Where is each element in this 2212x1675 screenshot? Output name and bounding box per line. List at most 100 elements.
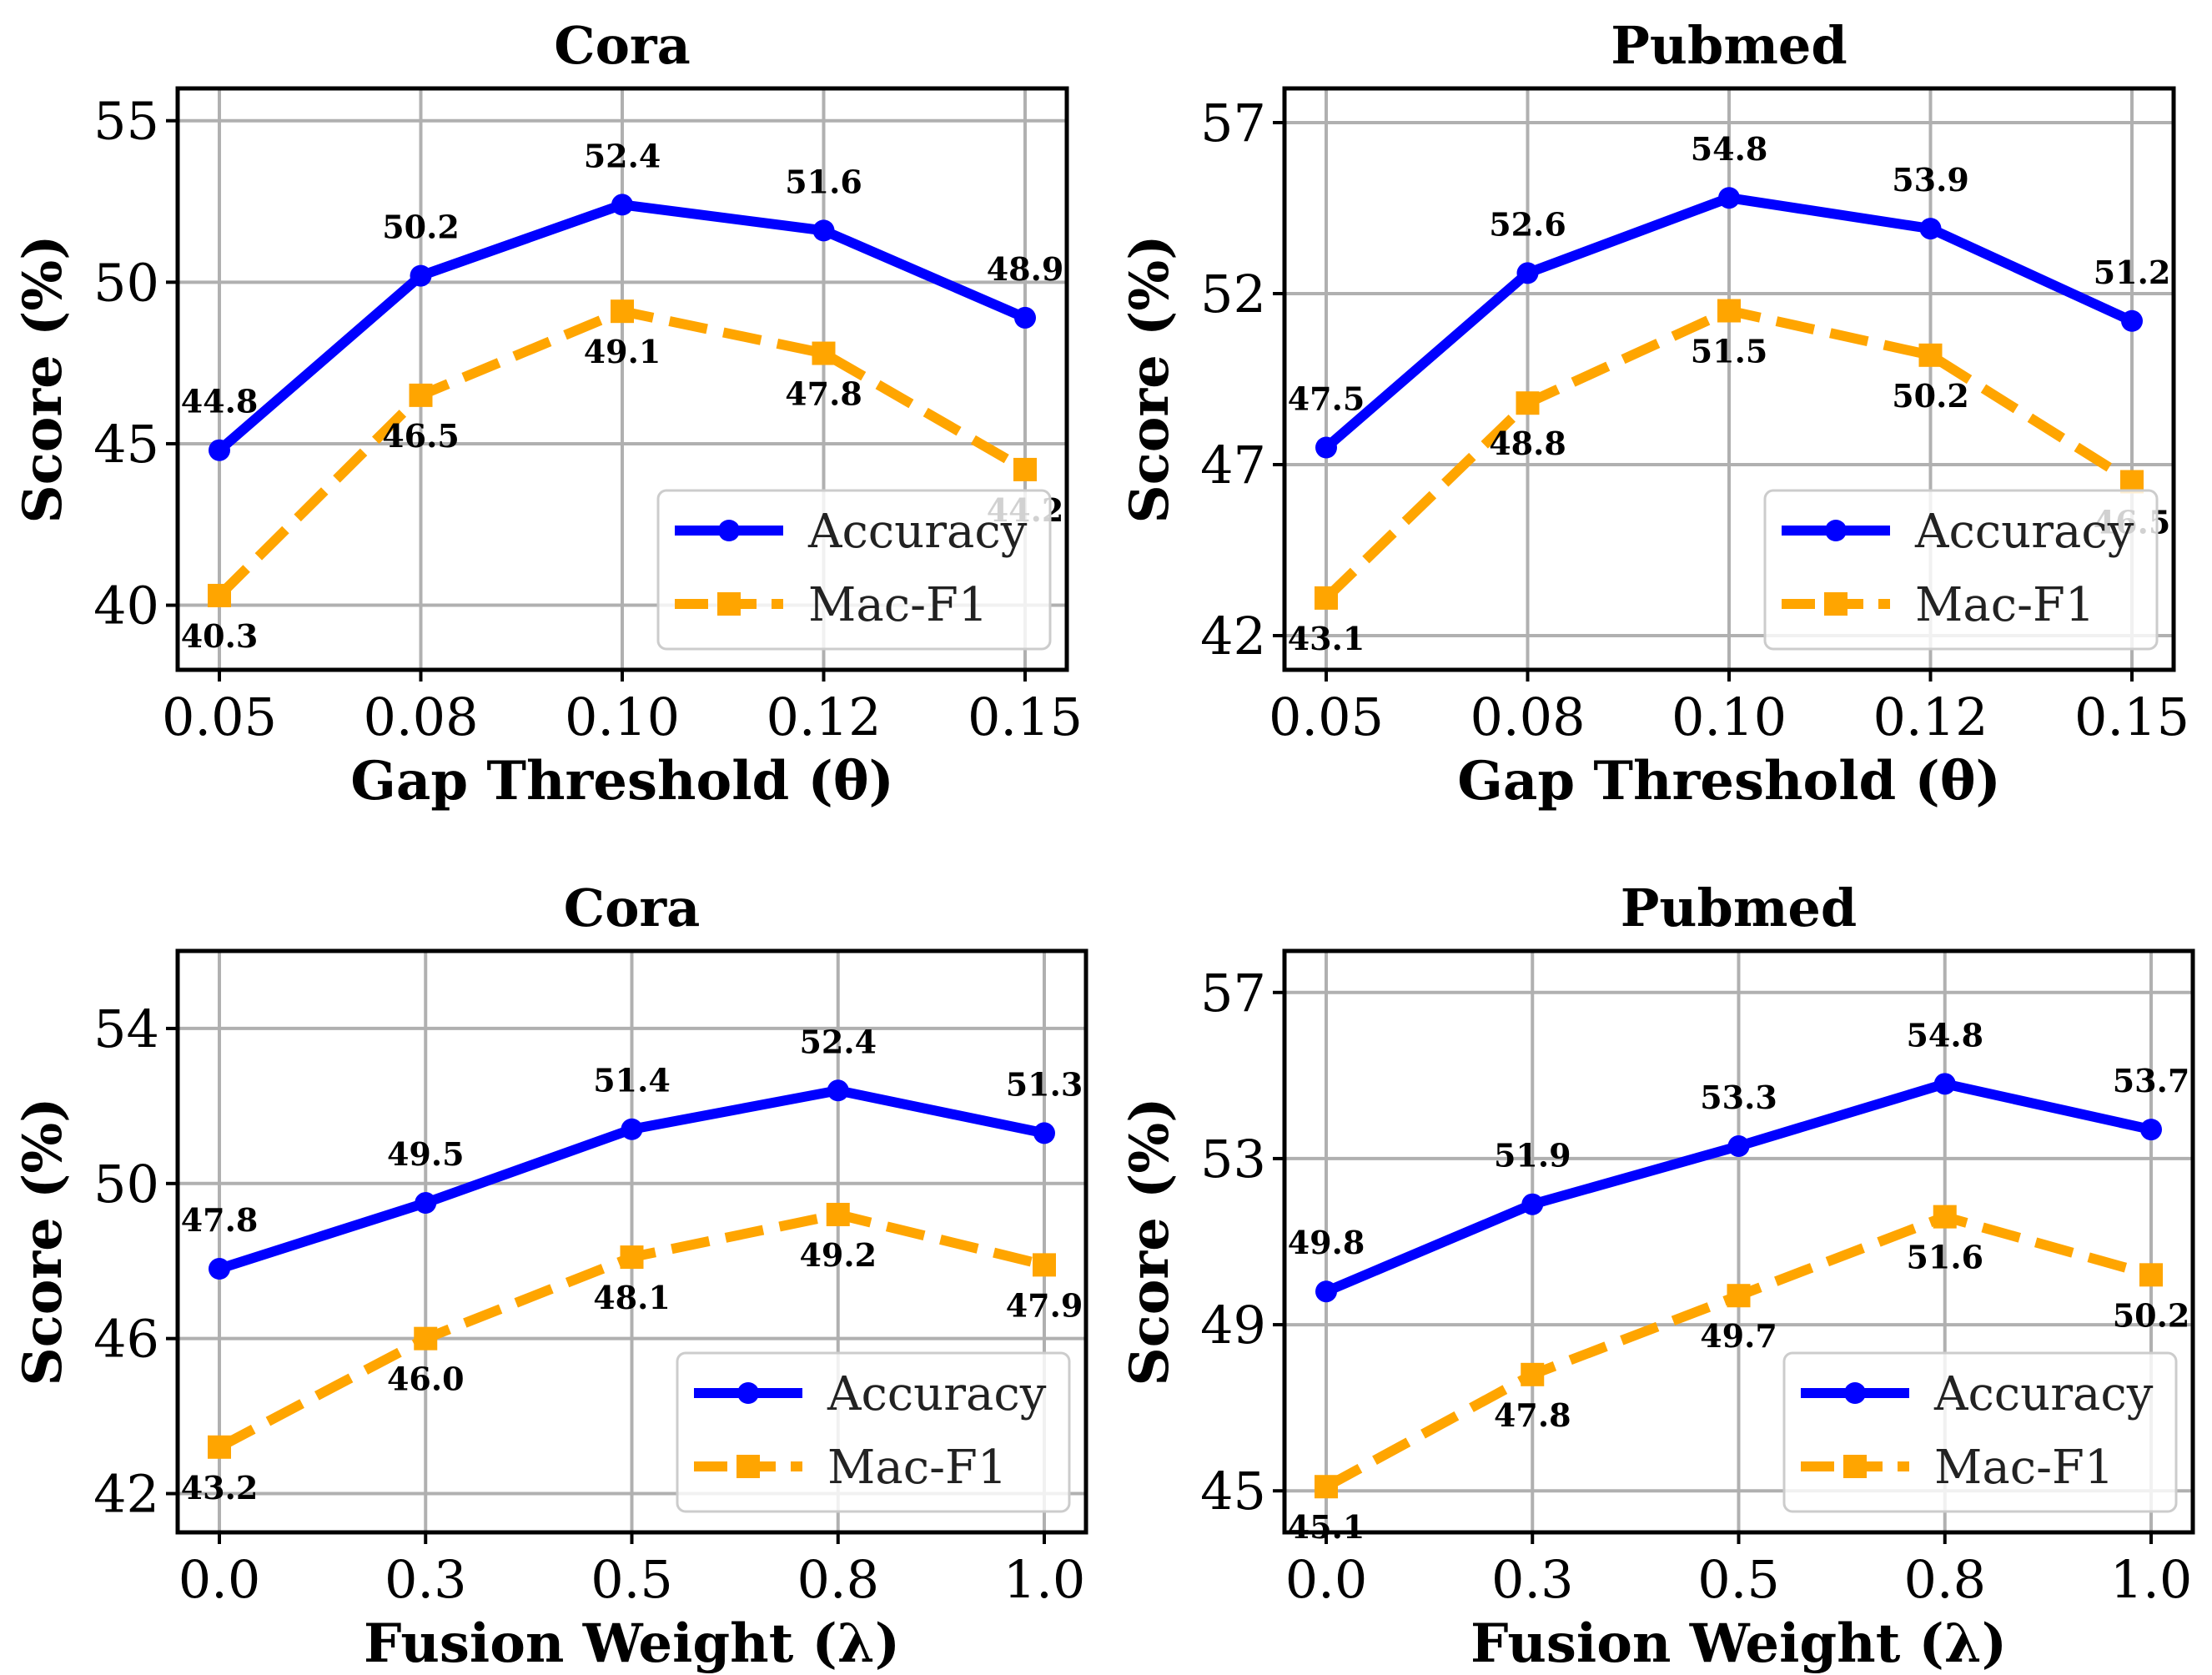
data-label-accuracy: 54.8 (1691, 130, 1768, 168)
data-point-accuracy (812, 219, 835, 242)
data-label-mac-f1: 51.5 (1691, 333, 1768, 370)
x-tick-label: 0.5 (591, 1549, 673, 1610)
data-point-mac-f1 (208, 583, 231, 607)
data-label-accuracy: 54.8 (1906, 1016, 1983, 1054)
data-label-mac-f1: 49.2 (799, 1236, 877, 1274)
data-point-accuracy (2121, 309, 2143, 332)
data-label-mac-f1: 46.5 (382, 417, 460, 455)
x-tick-label: 0.12 (766, 687, 881, 747)
x-tick-label: 0.12 (1873, 687, 1988, 747)
chart-title: Cora (554, 15, 691, 76)
y-tick-label: 42 (1200, 606, 1266, 666)
y-axis-label: Score (%) (1119, 1098, 1181, 1386)
legend-label-mac-f1: Mac-F1 (827, 1441, 1008, 1495)
y-tick-label: 45 (93, 414, 159, 475)
data-point-mac-f1 (611, 299, 634, 324)
x-tick-label: 0.05 (1269, 687, 1384, 747)
data-label-accuracy: 49.5 (387, 1135, 465, 1173)
data-point-mac-f1 (414, 1326, 438, 1351)
data-label-accuracy: 44.8 (181, 383, 259, 420)
data-label-mac-f1: 48.8 (1489, 425, 1566, 462)
data-point-mac-f1 (826, 1202, 850, 1226)
data-point-mac-f1 (1933, 1205, 1957, 1229)
legend-label-accuracy: Accuracy (1933, 1367, 2154, 1421)
data-label-mac-f1: 40.3 (181, 617, 259, 655)
chart-title: Pubmed (1611, 15, 1847, 76)
x-tick-label: 0.05 (162, 687, 277, 747)
data-label-accuracy: 53.3 (1700, 1079, 1777, 1116)
legend-label-accuracy: Accuracy (807, 505, 1028, 559)
data-label-mac-f1: 43.2 (181, 1469, 259, 1506)
data-label-mac-f1: 47.8 (1494, 1396, 1571, 1434)
legend: Accuracy Mac-F1 (1782, 1351, 2178, 1513)
data-point-accuracy (2140, 1119, 2162, 1141)
x-axis-label: Gap Threshold (θ) (1457, 750, 2001, 812)
x-tick-label: 0.3 (1491, 1549, 1574, 1610)
legend-marker-circle (737, 1382, 759, 1404)
data-point-mac-f1 (208, 1435, 231, 1459)
chart-panel-1: 0.05 0.08 0.10 0.12 0.15 40 45 50 55 Cora Gap Thre… (12, 15, 1083, 812)
x-tick-label: 1.0 (2110, 1549, 2193, 1610)
chart-panel-4: 0.0 0.3 0.5 0.8 1.0 45 49 53 57 Pubmed Fusion Weig… (1119, 878, 2195, 1675)
data-point-mac-f1 (1521, 1362, 1545, 1386)
data-label-accuracy: 50.2 (382, 209, 460, 246)
legend-marker-square (1843, 1455, 1867, 1478)
data-label-mac-f1: 43.1 (1288, 620, 1365, 657)
data-label-mac-f1: 46.0 (387, 1361, 465, 1398)
x-tick-label: 0.5 (1697, 1549, 1780, 1610)
data-label-accuracy: 52.6 (1489, 205, 1566, 243)
data-label-accuracy: 47.5 (1288, 380, 1365, 418)
legend-label-mac-f1: Mac-F1 (1915, 578, 2095, 632)
data-point-mac-f1 (2139, 1263, 2163, 1287)
data-label-accuracy: 53.9 (1892, 161, 1969, 199)
x-tick-label: 0.8 (797, 1549, 879, 1610)
y-tick-label: 52 (1200, 264, 1266, 324)
data-label-accuracy: 51.3 (1006, 1065, 1083, 1103)
x-tick-label: 0.8 (1903, 1549, 1986, 1610)
legend: Accuracy Mac-F1 (676, 1351, 1071, 1513)
data-point-mac-f1 (1033, 1253, 1056, 1277)
legend-label-mac-f1: Mac-F1 (1934, 1441, 2114, 1495)
y-tick-label: 49 (1200, 1295, 1266, 1356)
legend-marker-square (1824, 592, 1848, 616)
data-label-accuracy: 49.8 (1288, 1224, 1365, 1261)
data-label-mac-f1: 51.6 (1906, 1239, 1983, 1276)
data-label-mac-f1: 49.1 (584, 333, 661, 370)
data-point-accuracy (1727, 1134, 1750, 1157)
y-tick-label: 55 (93, 91, 159, 152)
data-point-mac-f1 (812, 341, 836, 365)
legend-marker-circle (718, 520, 740, 541)
y-tick-label: 50 (93, 1154, 159, 1215)
x-tick-label: 0.0 (1285, 1549, 1368, 1610)
data-point-accuracy (415, 1192, 437, 1215)
data-label-mac-f1: 47.9 (1006, 1286, 1083, 1324)
chart-panel-3: 0.0 0.3 0.5 0.8 1.0 42 46 50 54 Cora Fusion Weight… (12, 878, 1088, 1675)
x-tick-label: 0.08 (363, 687, 478, 747)
data-point-accuracy (1315, 436, 1337, 459)
data-point-accuracy (621, 1118, 643, 1140)
x-tick-label: 0.3 (385, 1549, 467, 1610)
x-axis-label: Fusion Weight (λ) (364, 1612, 900, 1675)
y-tick-label: 45 (1200, 1461, 1266, 1522)
y-tick-label: 57 (1200, 963, 1266, 1024)
data-label-accuracy: 48.9 (987, 250, 1064, 288)
data-label-accuracy: 51.9 (1494, 1137, 1571, 1175)
y-axis-label: Score (%) (1119, 235, 1181, 524)
data-point-mac-f1 (1918, 343, 1943, 367)
data-point-mac-f1 (620, 1245, 644, 1270)
y-tick-label: 53 (1200, 1129, 1266, 1190)
data-point-mac-f1 (1727, 1284, 1751, 1308)
y-tick-label: 46 (93, 1309, 159, 1370)
x-tick-label: 1.0 (1003, 1549, 1086, 1610)
y-axis-label: Score (%) (12, 1098, 74, 1386)
legend: Accuracy Mac-F1 (1763, 489, 2159, 651)
chart-panel-2: 0.05 0.08 0.10 0.12 0.15 42 47 52 57 Pubmed Gap Th… (1119, 15, 2189, 812)
data-point-accuracy (1933, 1073, 1956, 1095)
data-point-accuracy (611, 194, 633, 216)
data-point-accuracy (1516, 262, 1539, 284)
legend-marker-square (736, 1455, 760, 1478)
legend-marker-circle (1844, 1382, 1866, 1404)
data-point-accuracy (1919, 218, 1942, 240)
legend-marker-circle (1825, 520, 1847, 541)
